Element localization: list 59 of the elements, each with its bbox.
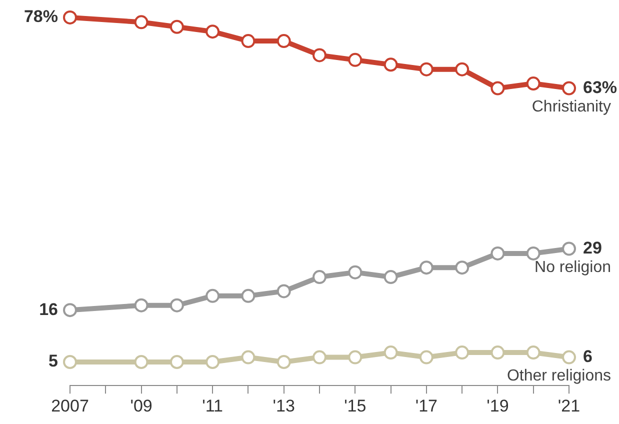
point: [241, 34, 256, 48]
point: [348, 350, 362, 364]
point: [63, 303, 77, 318]
point: [170, 298, 184, 312]
point: [170, 355, 184, 369]
x-tick-label: '09: [130, 396, 152, 416]
x-tick-label: '15: [344, 396, 366, 416]
point: [455, 62, 470, 76]
point: [348, 265, 362, 280]
point: [490, 81, 505, 96]
point: [348, 52, 362, 67]
point: [526, 246, 540, 260]
series-label: Other religions: [506, 368, 611, 385]
point: [526, 76, 540, 91]
point: [562, 81, 576, 96]
point: [384, 58, 398, 72]
point: [206, 288, 220, 303]
point: [455, 260, 470, 275]
data-label: 63%: [583, 78, 618, 97]
point: [134, 15, 148, 30]
data-label: 16: [39, 300, 58, 319]
point: [419, 62, 434, 76]
point: [63, 355, 77, 369]
point: [384, 346, 398, 360]
point: [312, 270, 326, 284]
point: [276, 355, 291, 369]
point: [312, 48, 326, 62]
point: [241, 288, 256, 303]
point: [241, 350, 256, 364]
point: [490, 346, 505, 360]
point: [490, 246, 505, 260]
data-label: 5: [48, 352, 58, 371]
series-label: Christianity: [532, 98, 611, 116]
data-label: 6: [583, 346, 592, 366]
x-tick-label: '21: [558, 396, 580, 416]
point: [134, 355, 148, 369]
point: [562, 242, 576, 256]
point: [419, 260, 434, 275]
data-label: 29: [583, 238, 602, 258]
point: [206, 355, 220, 369]
point: [384, 270, 398, 284]
point: [419, 350, 434, 364]
series-label: No religion: [534, 259, 611, 276]
point: [63, 10, 77, 24]
point: [134, 298, 148, 312]
point: [170, 20, 184, 34]
x-tick-label: '11: [202, 396, 224, 416]
x-tick-label: '13: [272, 396, 295, 416]
x-tick-label: '19: [486, 396, 509, 416]
point: [276, 34, 291, 48]
x-tick-label: 2007: [51, 396, 89, 416]
point: [526, 346, 540, 360]
point: [206, 24, 220, 39]
data-label: 78%: [24, 7, 58, 26]
point: [455, 346, 470, 360]
x-tick-label: '17: [415, 396, 438, 416]
point: [562, 350, 576, 364]
point: [312, 350, 326, 364]
point: [276, 284, 291, 298]
